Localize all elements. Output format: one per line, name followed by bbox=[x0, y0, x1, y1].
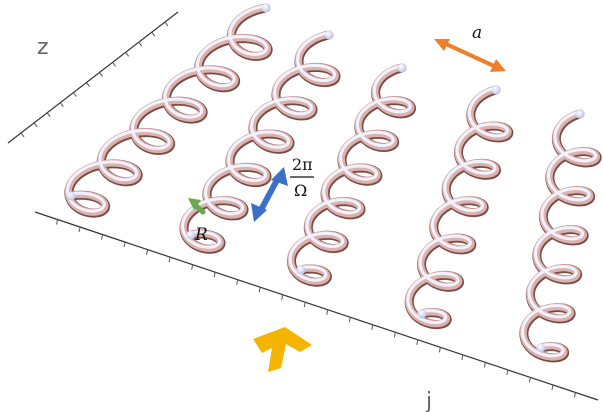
lattice-spacing-arrow bbox=[434, 39, 506, 72]
helix-tube-highlight bbox=[288, 64, 412, 282]
j-axis-tick bbox=[101, 234, 104, 240]
incident-arrow bbox=[253, 327, 312, 372]
z-axis-tick bbox=[72, 92, 77, 97]
z-axis bbox=[7, 11, 179, 144]
j-axis-tick bbox=[461, 354, 464, 360]
j-axis bbox=[34, 211, 599, 401]
j-axis-tick bbox=[236, 279, 239, 285]
z-axis-tick bbox=[138, 41, 143, 47]
j-axis-tick bbox=[483, 362, 486, 368]
helix-end-cap bbox=[491, 85, 501, 95]
j-axis-tick bbox=[438, 347, 441, 353]
z-axis-tick bbox=[151, 31, 156, 37]
pitch-label-numerator: 2π bbox=[292, 155, 313, 174]
j-axis-tick bbox=[78, 226, 81, 233]
helix-tube-highlight bbox=[406, 86, 509, 325]
z-axis-label: z bbox=[37, 35, 49, 60]
j-axis-tick bbox=[191, 264, 194, 270]
j-axis-tick bbox=[506, 369, 509, 376]
helix-end-cap bbox=[397, 63, 407, 73]
helix-end-cap bbox=[324, 30, 334, 40]
j-axis-tick bbox=[146, 249, 149, 255]
j-axis-tick bbox=[551, 384, 554, 391]
z-axis-tick bbox=[112, 62, 117, 67]
helix-array bbox=[64, 3, 602, 363]
j-axis-tick bbox=[528, 377, 531, 383]
j-axis-tick bbox=[573, 392, 576, 398]
z-axis-tick bbox=[33, 122, 38, 128]
j-axis-tick bbox=[258, 287, 261, 293]
helix-end-cap bbox=[296, 265, 306, 275]
pitch-label-denominator: Ω bbox=[294, 181, 307, 200]
helix-end-cap bbox=[66, 191, 76, 201]
z-axis-tick bbox=[125, 52, 130, 57]
j-axis-label: j bbox=[425, 389, 432, 412]
j-axis-tick bbox=[213, 272, 216, 278]
j-axis-tick bbox=[281, 294, 284, 300]
j-axis-tick bbox=[348, 317, 351, 323]
pitch-arrow bbox=[251, 167, 288, 222]
helix-tube-highlight bbox=[181, 31, 337, 249]
z-axis-tick bbox=[99, 72, 103, 77]
helix bbox=[404, 85, 514, 330]
radius-arrow bbox=[188, 198, 206, 215]
lattice-spacing-label: a bbox=[472, 23, 482, 43]
j-axis-tick bbox=[303, 302, 306, 308]
j-axis-tick bbox=[56, 219, 59, 225]
helix-end-cap bbox=[575, 109, 585, 119]
j-axis-tick bbox=[326, 309, 329, 315]
helix-tube-highlight bbox=[521, 110, 598, 358]
helix-end-cap bbox=[417, 309, 427, 319]
j-axis-tick bbox=[168, 257, 171, 263]
j-axis-tick bbox=[123, 241, 126, 248]
z-axis-tick bbox=[46, 112, 51, 118]
radius-label: R bbox=[194, 225, 208, 245]
helix-end-cap bbox=[186, 230, 196, 240]
helix bbox=[64, 3, 273, 218]
helix-end-cap bbox=[536, 343, 546, 353]
helix bbox=[287, 63, 416, 287]
z-axis-tick bbox=[20, 132, 25, 138]
helix-tube-highlight bbox=[66, 4, 269, 213]
j-axis-tick bbox=[416, 339, 419, 345]
helix bbox=[519, 109, 602, 363]
helix-end-cap bbox=[261, 3, 271, 13]
j-axis-tick bbox=[371, 324, 374, 330]
z-axis-tick bbox=[59, 102, 64, 107]
j-axis-tick bbox=[393, 332, 396, 338]
z-axis-tick bbox=[86, 82, 90, 87]
z-axis-tick bbox=[164, 21, 169, 27]
helix bbox=[179, 30, 341, 254]
